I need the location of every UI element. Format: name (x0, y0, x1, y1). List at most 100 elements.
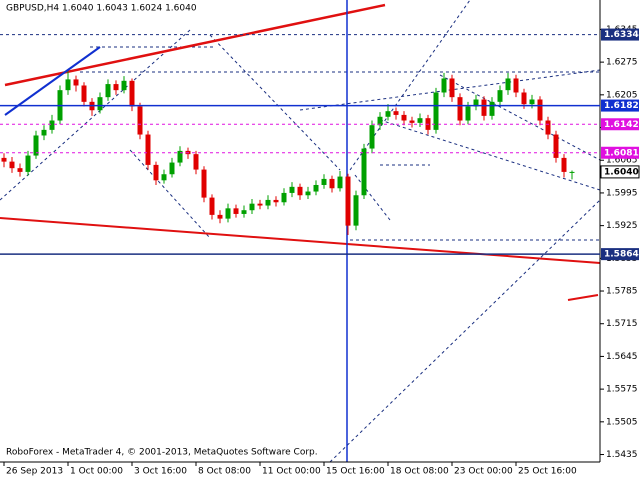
candle (569, 170, 575, 180)
candle (361, 143, 367, 200)
candle (297, 183, 303, 200)
trend-line (439, 74, 601, 161)
candle (321, 174, 327, 189)
y-tick-label: 1.6065 (606, 156, 638, 166)
candle (289, 182, 295, 198)
y-tick-label: 1.5645 (606, 352, 638, 362)
candle-body (233, 208, 239, 214)
candle (281, 188, 287, 206)
candle-body (465, 106, 471, 121)
y-tick-label: 1.6205 (606, 90, 638, 100)
y-tick-label: 1.5785 (606, 287, 638, 297)
price-label-box (601, 28, 639, 41)
candle-body (49, 120, 55, 130)
footer: RoboForex - MetaTrader 4, © 2001-2013, M… (6, 448, 318, 458)
trend-line (209, 34, 341, 171)
candle (33, 130, 39, 159)
candle (177, 146, 183, 167)
candle-body (201, 169, 207, 198)
x-tick-label: 26 Sep 2013 (6, 467, 63, 477)
candle-body (137, 106, 143, 135)
candle-body (377, 116, 383, 126)
candle-body (289, 186, 295, 193)
trend-line (329, 199, 601, 463)
trend-line (567, 294, 599, 301)
candle-body (321, 178, 327, 185)
candle-body (241, 210, 247, 214)
candle-body (177, 150, 183, 163)
candle (353, 190, 359, 231)
candle-body (129, 80, 135, 107)
candle-body (17, 168, 23, 172)
candle-body (265, 199, 271, 206)
candle (105, 79, 111, 101)
candle-body (353, 195, 359, 226)
candle-body (473, 99, 479, 107)
candle-body (337, 176, 343, 189)
candle-body (497, 90, 503, 102)
y-tick-label: 1.5575 (606, 385, 638, 395)
candle (153, 161, 159, 185)
candle (121, 76, 127, 94)
candle-body (169, 162, 175, 175)
candle (65, 71, 71, 95)
candle (225, 203, 231, 223)
candle (257, 199, 263, 210)
y-tick-label: 1.5715 (606, 319, 638, 329)
candle (433, 87, 439, 134)
candle (193, 150, 199, 175)
price-label-box (601, 248, 639, 261)
candle (457, 93, 463, 126)
candle-body (401, 114, 407, 121)
candle-body (417, 118, 423, 123)
candle-body (441, 78, 447, 93)
candle-body (97, 97, 103, 111)
candle-body (113, 84, 119, 91)
price-label-box (600, 165, 640, 179)
price-label: 1.6040 (604, 167, 639, 177)
price-label: 1.6142 (604, 120, 639, 130)
candle (449, 74, 455, 102)
candle (401, 111, 407, 126)
candle-body (457, 97, 463, 121)
candle-body (281, 192, 287, 203)
candle-body (505, 78, 511, 91)
candle (553, 130, 559, 163)
candle (313, 180, 319, 196)
trend-line (379, 119, 601, 191)
candle-body (537, 99, 543, 121)
candle (441, 72, 447, 98)
candle-body (545, 120, 551, 135)
candle (249, 199, 255, 214)
candle (241, 205, 247, 218)
candle-body (489, 101, 495, 116)
candle (233, 204, 239, 218)
candle-body (361, 148, 367, 196)
candle (9, 156, 15, 173)
candle-body (345, 176, 351, 226)
candle-body (393, 111, 399, 115)
candle (265, 195, 271, 210)
candle (561, 154, 567, 178)
candle (305, 186, 311, 200)
chart-title: GBPUSD,H4 1.6040 1.6043 1.6024 1.6040 (6, 4, 197, 14)
candle (137, 102, 143, 140)
candle-body (217, 214, 223, 219)
candle (489, 97, 495, 120)
price-label-box (601, 99, 639, 112)
candle-body (65, 79, 71, 91)
candle-body (553, 134, 559, 158)
x-tick-label: 23 Oct 00:00 (454, 467, 513, 477)
candle-body (305, 191, 311, 196)
candle-body (153, 164, 159, 181)
x-tick-label: 8 Oct 08:00 (198, 467, 251, 477)
price-label: 1.6081 (604, 148, 639, 158)
candle (25, 150, 31, 176)
candle-body (521, 92, 527, 105)
candle-body (329, 178, 335, 189)
candle-body (257, 203, 263, 206)
candle (49, 114, 55, 134)
candle (41, 125, 47, 141)
